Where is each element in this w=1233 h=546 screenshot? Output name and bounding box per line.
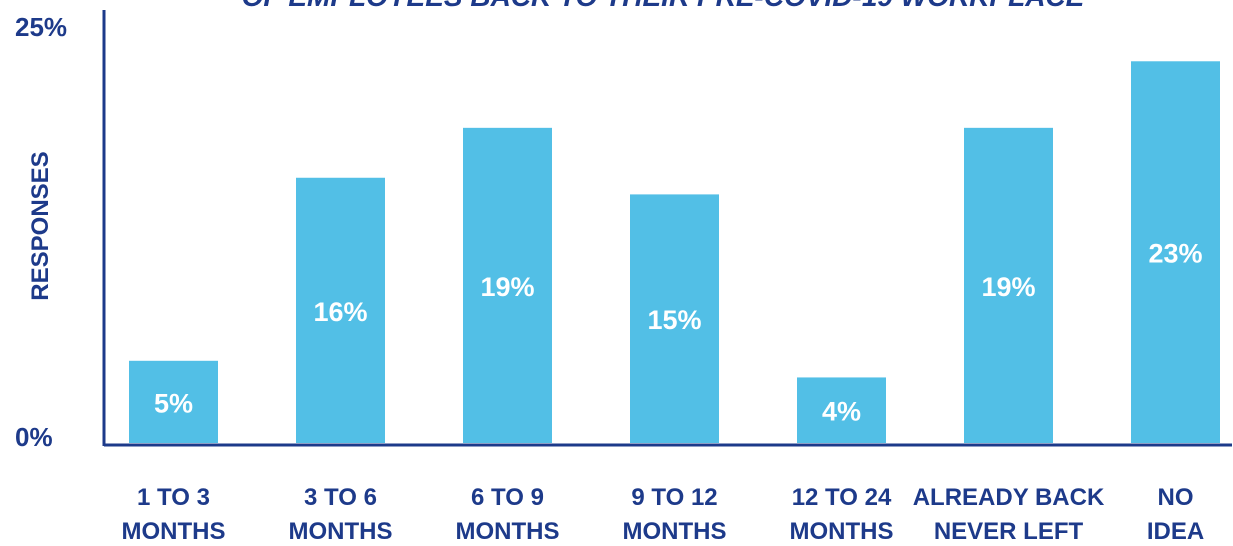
y-tick-label-max: 25% <box>15 12 67 42</box>
x-category-label: MONTHS <box>456 518 560 545</box>
bar <box>964 127 1053 443</box>
bar-value-label: 23% <box>1148 239 1202 269</box>
x-category-label: NEVER LEFT <box>934 518 1084 545</box>
x-category-label: IDEA <box>1147 518 1204 545</box>
x-category-label: 9 TO 12 <box>631 484 717 511</box>
bar <box>630 194 719 443</box>
bar <box>797 377 886 443</box>
bar <box>463 127 552 443</box>
bar-value-label: 16% <box>313 297 367 327</box>
x-category-label: NO <box>1158 484 1194 511</box>
x-category-label: MONTHS <box>623 518 727 545</box>
x-category-label: 12 TO 24 <box>792 484 892 511</box>
y-axis-label: RESPONSES <box>27 151 54 300</box>
bar-value-label: 5% <box>154 388 193 418</box>
chart-title: OF EMPLOYEES BACK TO THEIR PRE-COVID-19 … <box>242 0 1086 12</box>
labels-layer: 5% 1 TO 3 MONTHS 16% 3 TO 6 MONTHS 19% 6 TO 9 MO… <box>122 239 1205 545</box>
x-category-label: MONTHS <box>289 518 393 545</box>
title-layer: OF EMPLOYEES BACK TO THEIR PRE-COVID-19 … <box>242 0 1086 12</box>
x-category-label: 1 TO 3 <box>137 484 210 511</box>
bar <box>129 360 218 443</box>
x-category-label: MONTHS <box>122 518 226 545</box>
y-tick-label-min: 0% <box>15 422 53 452</box>
bar <box>1131 61 1220 443</box>
bar-value-label: 4% <box>822 397 861 427</box>
bar-value-label: 19% <box>981 272 1035 302</box>
x-category-label: 6 TO 9 <box>471 484 544 511</box>
x-category-label: 3 TO 6 <box>304 484 377 511</box>
bar <box>296 177 385 443</box>
bar-value-label: 19% <box>480 272 534 302</box>
axis-layer: 25% 0% RESPONSES <box>15 10 1232 452</box>
x-category-label: MONTHS <box>790 518 894 545</box>
bars-layer <box>129 61 1220 443</box>
bar-value-label: 15% <box>647 305 701 335</box>
x-category-label: ALREADY BACK <box>913 484 1105 511</box>
